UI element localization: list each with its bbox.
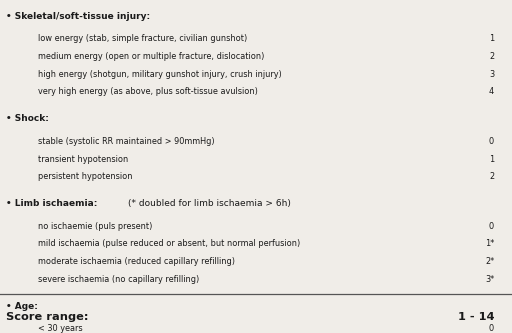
Text: (* doubled for limb ischaemia > 6h): (* doubled for limb ischaemia > 6h) bbox=[128, 199, 291, 208]
Text: 3*: 3* bbox=[485, 275, 494, 284]
Text: 1*: 1* bbox=[485, 239, 494, 248]
Text: high energy (shotgun, military gunshot injury, crush injury): high energy (shotgun, military gunshot i… bbox=[38, 70, 282, 79]
Text: 2: 2 bbox=[489, 52, 494, 61]
Text: 3: 3 bbox=[489, 70, 494, 79]
Text: • Shock:: • Shock: bbox=[6, 114, 49, 123]
Text: stable (systolic RR maintained > 90mmHg): stable (systolic RR maintained > 90mmHg) bbox=[38, 137, 215, 146]
Text: transient hypotension: transient hypotension bbox=[38, 155, 129, 164]
Text: 0: 0 bbox=[489, 222, 494, 231]
Text: medium energy (open or multiple fracture, dislocation): medium energy (open or multiple fracture… bbox=[38, 52, 265, 61]
Text: 4: 4 bbox=[489, 87, 494, 96]
Text: very high energy (as above, plus soft-tissue avulsion): very high energy (as above, plus soft-ti… bbox=[38, 87, 258, 96]
Text: 0: 0 bbox=[489, 137, 494, 146]
Text: • Skeletal/soft-tissue injury:: • Skeletal/soft-tissue injury: bbox=[6, 12, 150, 21]
Text: persistent hypotension: persistent hypotension bbox=[38, 172, 133, 181]
Text: 0: 0 bbox=[489, 324, 494, 333]
Text: 1: 1 bbox=[489, 155, 494, 164]
Text: no ischaemie (puls present): no ischaemie (puls present) bbox=[38, 222, 153, 231]
Text: low energy (stab, simple fracture, civilian gunshot): low energy (stab, simple fracture, civil… bbox=[38, 34, 248, 43]
Text: mild ischaemia (pulse reduced or absent, but normal perfusion): mild ischaemia (pulse reduced or absent,… bbox=[38, 239, 301, 248]
Text: 2*: 2* bbox=[485, 257, 494, 266]
Text: 1: 1 bbox=[489, 34, 494, 43]
Text: • Limb ischaemia:: • Limb ischaemia: bbox=[6, 199, 101, 208]
Text: 1 - 14: 1 - 14 bbox=[458, 312, 494, 322]
Text: < 30 years: < 30 years bbox=[38, 324, 83, 333]
Text: • Age:: • Age: bbox=[6, 302, 38, 311]
Text: 2: 2 bbox=[489, 172, 494, 181]
Text: moderate ischaemia (reduced capillary refilling): moderate ischaemia (reduced capillary re… bbox=[38, 257, 236, 266]
Text: Score range:: Score range: bbox=[6, 312, 89, 322]
Text: severe ischaemia (no capillary refilling): severe ischaemia (no capillary refilling… bbox=[38, 275, 200, 284]
